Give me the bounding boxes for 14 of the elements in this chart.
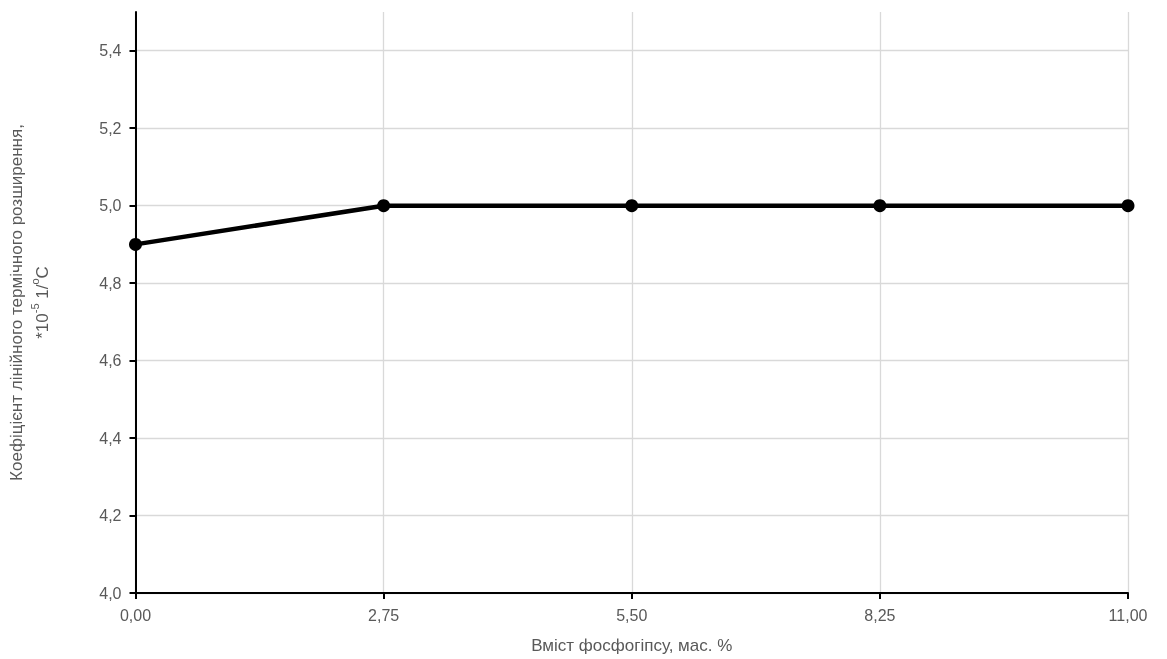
x-axis-title: Вміст фосфогіпсу, мас. % [531,636,733,655]
y-tick-label: 5,4 [99,42,122,60]
x-tick-label: 8,25 [864,606,896,624]
y-tick-label: 4,0 [99,584,122,602]
y-tick-label: 5,2 [99,119,122,137]
y-tick-label: 4,4 [99,429,122,447]
y-tick-label: 5,0 [99,197,122,215]
x-tick-label: 0,00 [119,606,152,624]
y-tick-label: 4,2 [99,507,122,525]
x-tick-label: 2,75 [368,606,400,624]
x-tick-label: 5,50 [616,606,648,624]
x-tick-label: 11,00 [1108,606,1148,624]
y-tick-label: 4,6 [99,352,122,370]
y-tick-label: 4,8 [99,274,122,292]
